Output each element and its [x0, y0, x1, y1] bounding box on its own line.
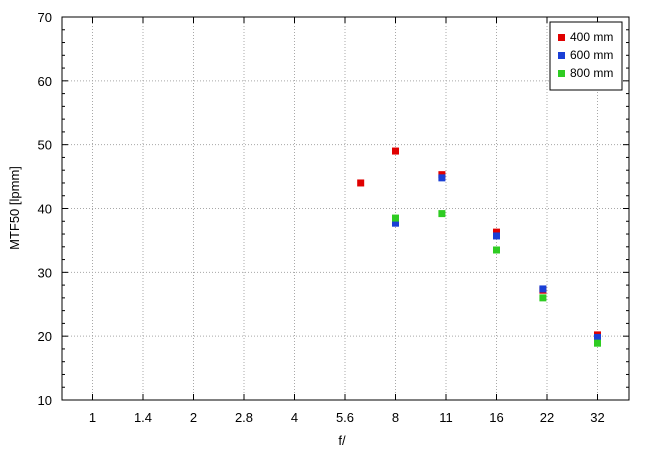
y-axis-label: MTF50 [lpmm] — [7, 166, 22, 250]
x-axis-label: f/ — [338, 433, 346, 448]
y-tick-label: 20 — [38, 329, 52, 344]
y-tick-label: 30 — [38, 265, 52, 280]
y-tick-label: 10 — [38, 393, 52, 408]
x-tick-label: 1 — [89, 410, 96, 425]
x-axis: 1 1.4 2 2.8 4 5.6 8 11 16 22 32 — [89, 17, 605, 425]
legend-swatch-600mm — [558, 52, 565, 59]
data-point — [357, 179, 365, 187]
data-point — [392, 219, 399, 227]
legend-swatch-400mm — [558, 34, 565, 41]
x-tick-label: 5.6 — [336, 410, 354, 425]
series-600mm — [392, 174, 601, 341]
legend-label-600mm: 600 mm — [570, 48, 613, 62]
legend-label-800mm: 800 mm — [570, 66, 613, 80]
data-point — [539, 294, 547, 302]
x-tick-label: 4 — [291, 410, 298, 425]
data-point — [493, 232, 500, 240]
data-point — [438, 210, 446, 218]
grid — [62, 17, 629, 400]
data-points — [357, 147, 601, 347]
data-point — [594, 333, 601, 341]
y-tick-label: 60 — [38, 74, 52, 89]
series-400mm — [357, 147, 601, 339]
data-point — [594, 339, 601, 347]
x-tick-label: 32 — [590, 410, 604, 425]
legend-label-400mm: 400 mm — [570, 30, 613, 44]
data-point — [493, 228, 500, 236]
x-tick-label: 1.4 — [134, 410, 152, 425]
x-tick-label: 2.8 — [235, 410, 253, 425]
y-axis: 10 20 30 40 50 60 70 — [38, 10, 629, 408]
data-point — [438, 174, 446, 182]
data-point — [392, 214, 399, 222]
data-point — [539, 285, 547, 293]
x-tick-label: 8 — [392, 410, 399, 425]
x-tick-label: 11 — [439, 410, 453, 425]
data-point — [493, 246, 500, 254]
x-tick-label: 2 — [190, 410, 197, 425]
data-point — [392, 147, 399, 155]
x-tick-label: 22 — [540, 410, 554, 425]
legend: 400 mm 600 mm 800 mm — [549, 21, 623, 91]
y-tick-label: 70 — [38, 10, 52, 25]
x-tick-label: 16 — [489, 410, 503, 425]
y-tick-label: 40 — [38, 202, 52, 217]
series-800mm — [392, 210, 601, 347]
legend-swatch-800mm — [558, 70, 565, 77]
y-tick-label: 50 — [38, 138, 52, 153]
